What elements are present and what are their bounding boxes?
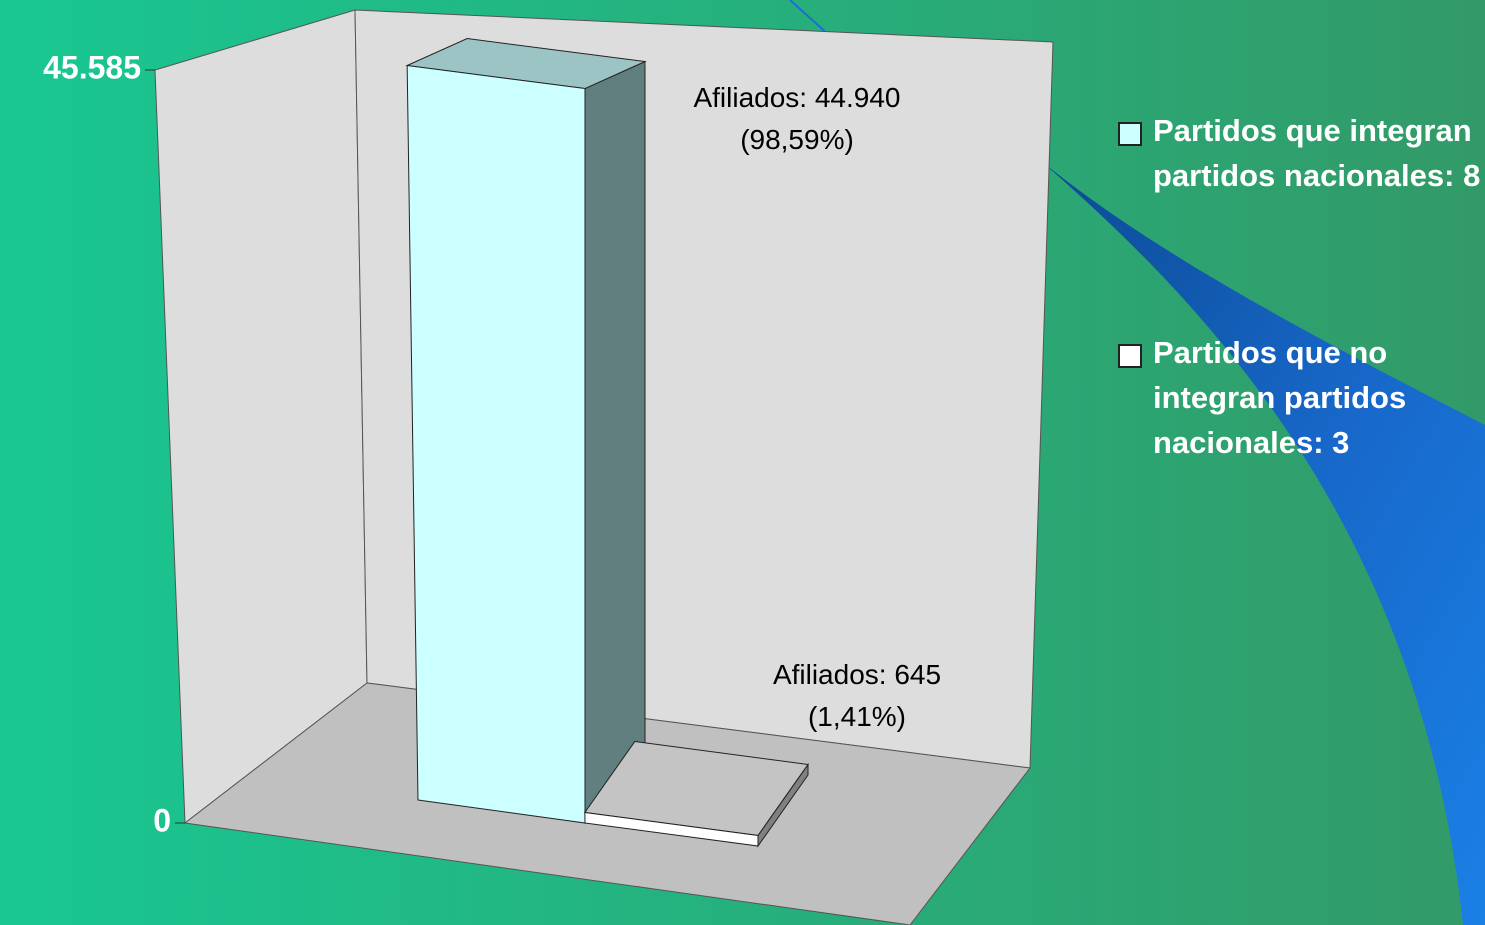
value-label: Afiliados: 44.940 (98,59%) <box>693 82 900 155</box>
value-label-line: Afiliados: 645 <box>773 659 941 690</box>
legend-label: Partidos que integran partidos nacionale… <box>1153 113 1481 193</box>
legend-swatch <box>1118 344 1142 368</box>
legend-item: Partidos que integran partidos nacionale… <box>1118 108 1483 198</box>
legend-swatch <box>1118 122 1142 146</box>
bar <box>584 811 759 847</box>
bar-side <box>584 60 646 824</box>
value-label: Afiliados: 645 (1,41%) <box>773 659 941 732</box>
value-label-line: (98,59%) <box>740 124 854 155</box>
bar <box>406 64 586 824</box>
value-label-line: Afiliados: 44.940 <box>693 82 900 113</box>
value-label-line: (1,41%) <box>808 701 906 732</box>
swoosh <box>1040 160 1485 925</box>
legend-label: Partidos que no integran partidos nacion… <box>1153 335 1407 460</box>
y-tick-label: 45.585 <box>43 49 141 85</box>
y-tick-label: 0 <box>153 802 171 838</box>
side-wall <box>154 9 368 824</box>
legend-item: Partidos que no integran partidos nacion… <box>1118 330 1483 465</box>
